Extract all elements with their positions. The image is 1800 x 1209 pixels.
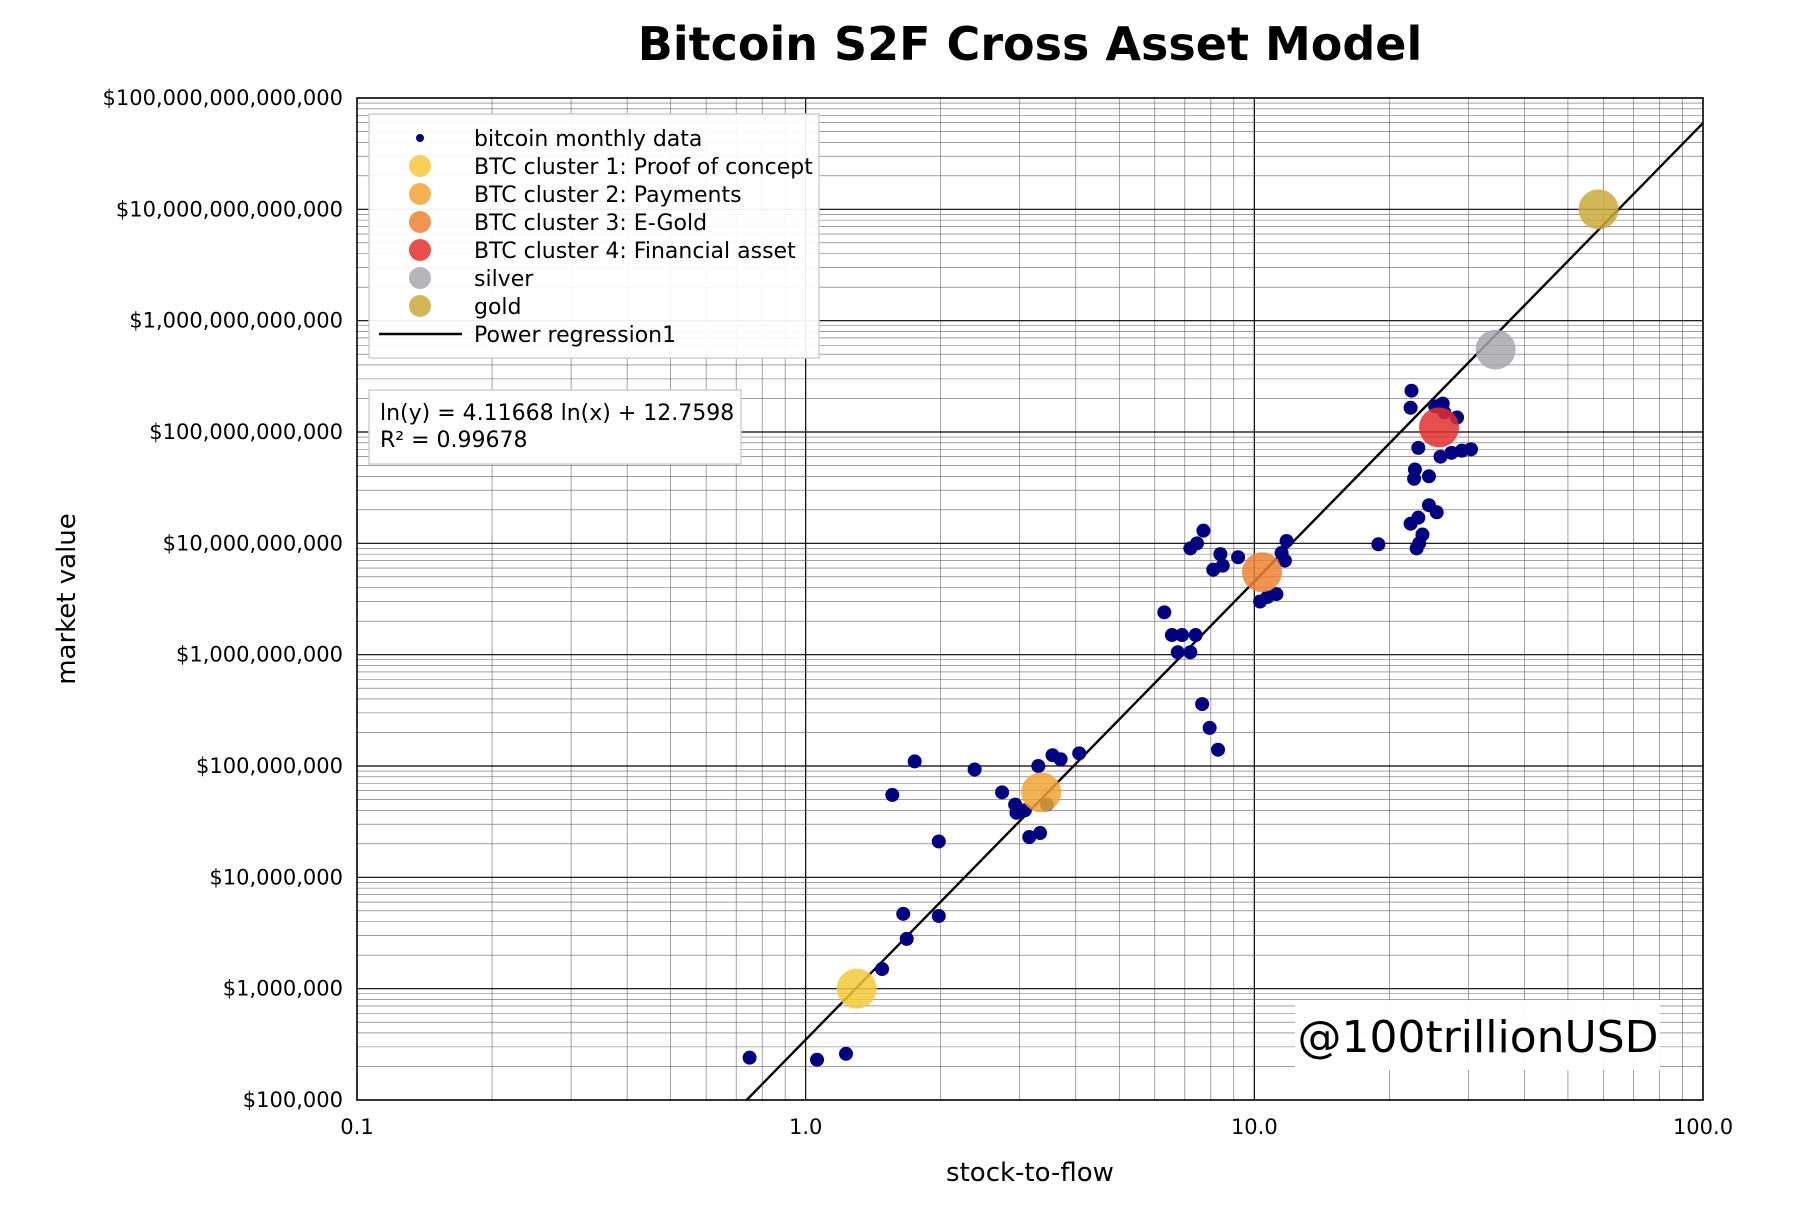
bitcoin-monthly-point: [907, 754, 922, 769]
plot-frame: [356, 97, 1704, 1101]
regression-equation: ln(y) = 4.11668 ln(x) + 12.7598: [380, 401, 734, 426]
legend-swatch: [409, 183, 431, 205]
regression-r-squared: R² = 0.99678: [380, 428, 528, 453]
x-tick-label: 1.0: [789, 1115, 822, 1139]
legend-swatch: [416, 134, 424, 142]
bitcoin-monthly-point: [1415, 527, 1430, 542]
legend-swatch: [409, 267, 431, 289]
legend-entry: silver: [474, 267, 534, 292]
bitcoin-monthly-point: [1269, 587, 1284, 602]
y-tick-label: $100,000: [243, 1088, 343, 1112]
y-tick-label: $1,000,000: [223, 977, 343, 1001]
cluster-point: [1021, 772, 1062, 813]
bitcoin-monthly-point: [1371, 537, 1386, 552]
bitcoin-monthly-point: [885, 787, 900, 802]
cluster-point: [1241, 552, 1282, 593]
watermark: @100trillionUSD: [1295, 1000, 1660, 1070]
bitcoin-monthly-point: [1022, 830, 1037, 845]
bitcoin-monthly-point: [1231, 550, 1246, 565]
bitcoin-monthly-point: [1211, 742, 1226, 757]
legend-entry: BTC cluster 4: Financial asset: [474, 239, 796, 264]
y-tick-label: $100,000,000: [196, 754, 343, 778]
legend-entry: BTC cluster 2: Payments: [474, 183, 742, 208]
bitcoin-monthly-point: [1404, 383, 1419, 398]
watermark-text: @100trillionUSD: [1297, 1012, 1658, 1063]
legend-items: bitcoin monthly data BTC cluster 1: Proof…: [379, 127, 813, 348]
bitcoin-monthly-point: [931, 908, 946, 923]
bitcoin-monthly-point: [899, 931, 914, 946]
bitcoin-monthly-point: [1202, 720, 1217, 735]
cluster-point: [1419, 407, 1460, 448]
bitcoin-monthly-point: [1195, 697, 1210, 712]
bitcoin-monthly-point: [1188, 628, 1203, 643]
bitcoin-monthly-point: [1213, 547, 1228, 562]
tick-labels: 0.1 1.0 10.0 100.0 $100,000 $1,000,000 $10,000…: [103, 86, 1734, 1139]
bitcoin-monthly-point: [1183, 645, 1198, 660]
bitcoin-monthly-point: [1072, 746, 1087, 761]
bitcoin-monthly-point: [1196, 523, 1211, 538]
bitcoin-monthly-point: [742, 1050, 757, 1065]
x-tick-label: 100.0: [1673, 1115, 1733, 1139]
legend-swatch: [409, 155, 431, 177]
y-tick-label: $10,000,000,000: [163, 531, 343, 555]
chart-title: Bitcoin S2F Cross Asset Model: [638, 17, 1422, 71]
legend-swatch: [409, 211, 431, 233]
y-tick-label: $1,000,000,000: [176, 643, 343, 667]
x-tick-label: 0.1: [340, 1115, 373, 1139]
equation-box: ln(y) = 4.11668 ln(x) + 12.7598 R² = 0.9…: [368, 389, 742, 465]
x-tick-label: 10.0: [1231, 1115, 1278, 1139]
y-tick-label: $1,000,000,000,000: [129, 309, 343, 333]
bitcoin-monthly-point: [995, 785, 1010, 800]
bitcoin-monthly-point: [1189, 536, 1204, 551]
bitcoin-monthly-point: [1279, 533, 1294, 548]
cluster-point: [1475, 329, 1516, 370]
legend-entry: BTC cluster 1: Proof of concept: [474, 155, 813, 180]
bitcoin-monthly-point: [1164, 628, 1179, 643]
legend-entry: BTC cluster 3: E-Gold: [474, 211, 707, 236]
bitcoin-monthly-point: [1033, 826, 1048, 841]
bitcoin-monthly-point: [1277, 553, 1292, 568]
legend-swatch: [409, 239, 431, 261]
plot-area: [742, 122, 1704, 1101]
bitcoin-monthly-point: [1411, 440, 1426, 455]
bitcoin-monthly-point: [1463, 442, 1478, 457]
legend-entry: gold: [474, 295, 522, 320]
y-axis-label: market value: [52, 513, 82, 685]
bitcoin-monthly-point: [875, 962, 890, 977]
bitcoin-monthly-point: [1031, 759, 1046, 773]
bitcoin-monthly-point: [810, 1052, 825, 1067]
cluster-point: [836, 968, 877, 1009]
cluster-point: [1578, 189, 1619, 230]
bitcoin-monthly-point: [1175, 628, 1190, 643]
bitcoin-monthly-point: [1053, 752, 1068, 767]
bitcoin-monthly-point: [896, 906, 911, 921]
bitcoin-monthly-point: [1157, 605, 1172, 620]
bitcoin-monthly-point: [931, 834, 946, 849]
y-tick-label: $100,000,000,000,000: [103, 86, 343, 110]
bitcoin-monthly-point: [1421, 469, 1436, 484]
legend: bitcoin monthly data BTC cluster 1: Proof…: [368, 113, 820, 359]
bitcoin-monthly-point: [1170, 645, 1185, 660]
y-tick-label: $100,000,000,000: [149, 420, 343, 444]
y-tick-label: $10,000,000: [209, 865, 343, 889]
legend-entry: Power regression1: [474, 323, 676, 348]
bitcoin-monthly-point: [1403, 400, 1418, 415]
bitcoin-monthly-point: [1411, 510, 1426, 525]
equation-box-frame: [368, 389, 742, 465]
bitcoin-monthly-point: [1433, 449, 1448, 464]
bitcoin-monthly-point: [1407, 462, 1422, 477]
y-tick-label: $10,000,000,000,000: [116, 197, 343, 221]
legend-entry: bitcoin monthly data: [474, 127, 702, 152]
legend-box: [368, 113, 820, 359]
bitcoin-monthly-point: [967, 762, 982, 777]
bitcoin-monthly-point: [1429, 505, 1444, 520]
x-axis-label: stock-to-flow: [946, 1158, 1114, 1188]
bitcoin-monthly-point: [1215, 558, 1230, 573]
legend-swatch: [409, 295, 431, 317]
watermark-background: [1295, 1000, 1660, 1070]
bitcoin-monthly-point: [839, 1046, 854, 1061]
